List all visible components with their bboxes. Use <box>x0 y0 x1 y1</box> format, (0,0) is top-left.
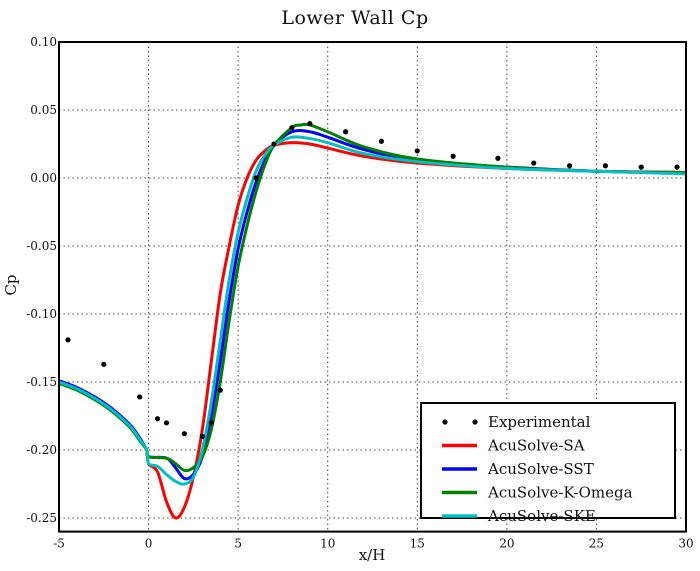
series-line-acusolve-ske <box>58 135 687 486</box>
x-tick-label: 5 <box>234 537 242 551</box>
x-tick-label: 0 <box>145 537 153 551</box>
legend-label: AcuSolve-SA <box>487 437 585 455</box>
experimental-point <box>602 163 608 169</box>
y-tick-label: 0.05 <box>30 103 57 117</box>
experimental-point <box>253 175 259 181</box>
legend-label: Experimental <box>488 413 591 431</box>
ticks: -5 0 5 10 15 20 25 30 0.10 0.05 0.00 -0.05 -0.10 -0.1… <box>26 35 693 551</box>
y-tick-label: -0.20 <box>26 443 57 457</box>
legend-label: AcuSolve-SKE <box>487 507 596 525</box>
y-tick-label: -0.15 <box>26 375 57 389</box>
x-tick-label: 10 <box>320 537 335 551</box>
legend: Experimental AcuSolve-SA AcuSolve-SST AcuSo… <box>420 402 676 525</box>
x-tick-label: 15 <box>410 537 425 551</box>
experimental-point <box>307 121 313 127</box>
legend-label: AcuSolve-SST <box>487 460 594 478</box>
experimental-point <box>289 125 295 131</box>
series-group <box>58 121 687 520</box>
experimental-point <box>154 416 161 422</box>
y-tick-label: -0.10 <box>26 307 57 321</box>
experimental-point <box>343 129 349 135</box>
plot-frame <box>58 41 687 533</box>
chart-title: Lower Wall Cp <box>281 7 428 29</box>
x-tick-label: 25 <box>589 537 604 551</box>
y-tick-label: -0.05 <box>26 239 57 253</box>
experimental-point <box>566 163 573 169</box>
experimental-point <box>450 153 456 159</box>
experimental-point <box>638 164 644 170</box>
experimental-point <box>674 164 680 170</box>
x-tick-label: 30 <box>678 537 693 551</box>
experimental-point <box>378 138 385 144</box>
experimental-point <box>208 420 214 426</box>
legend-label: AcuSolve-K-Omega <box>487 484 633 502</box>
experimental-point <box>199 433 205 439</box>
experimental-point <box>137 394 143 400</box>
experimental-point <box>181 431 187 437</box>
y-tick-label: 0.00 <box>30 171 57 185</box>
y-tick-label: -0.25 <box>26 511 57 525</box>
experimental-point <box>217 387 223 393</box>
y-axis-label: Cp <box>2 274 20 295</box>
experimental-point <box>531 160 537 166</box>
x-tick-label: 20 <box>499 537 514 551</box>
x-axis-label: x/H <box>359 546 386 564</box>
x-tick-label: -5 <box>53 537 65 551</box>
y-tick-label: 0.10 <box>30 35 57 49</box>
grid <box>59 42 686 532</box>
experimental-point <box>271 141 277 147</box>
legend-marker <box>442 419 448 425</box>
experimental-point <box>101 361 107 367</box>
experimental-point <box>65 337 71 343</box>
experimental-point <box>414 148 420 154</box>
legend-marker <box>472 419 478 425</box>
experimental-point <box>163 420 170 426</box>
legend-box <box>420 402 676 519</box>
experimental-point <box>495 155 501 161</box>
